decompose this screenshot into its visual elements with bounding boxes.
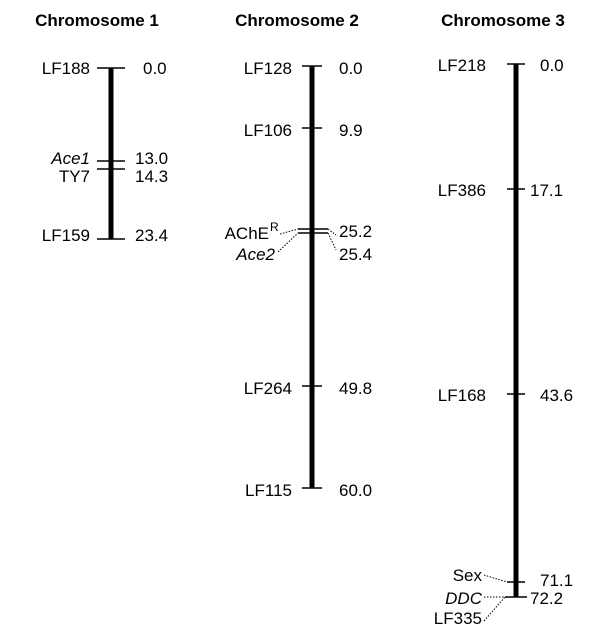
marker-position: 25.2 bbox=[339, 222, 372, 241]
chromosome-1: Chromosome 1 LF188 0.0 Ace1 13.0 TY7 14.… bbox=[35, 11, 168, 245]
chromosome-2: Chromosome 2 LF128 0.0 LF106 9.9 AChE R … bbox=[225, 11, 373, 500]
chromosome-2-title: Chromosome 2 bbox=[235, 11, 359, 30]
marker-name: LF218 bbox=[438, 56, 486, 75]
marker-name: Ace2 bbox=[235, 245, 275, 264]
marker-name: LF386 bbox=[438, 181, 486, 200]
marker-ache-r: AChE R 25.2 bbox=[225, 220, 373, 243]
marker-name: LF264 bbox=[244, 379, 292, 398]
chromosome-3: Chromosome 3 LF218 0.0 LF386 17.1 LF168 … bbox=[434, 11, 573, 627]
marker-position: 49.8 bbox=[339, 379, 372, 398]
marker-lf335: LF335 bbox=[434, 596, 506, 627]
marker-sex: Sex 71.1 bbox=[453, 566, 573, 590]
marker-name: Sex bbox=[453, 566, 483, 585]
marker-lf128: LF128 0.0 bbox=[244, 59, 363, 78]
marker-name: AChE bbox=[225, 224, 269, 243]
marker-lf115: LF115 60.0 bbox=[245, 481, 372, 500]
marker-name: LF128 bbox=[244, 59, 292, 78]
marker-lf386: LF386 17.1 bbox=[438, 181, 563, 200]
marker-lf106: LF106 9.9 bbox=[244, 121, 363, 140]
marker-position: 25.4 bbox=[339, 245, 372, 264]
marker-name: TY7 bbox=[59, 167, 90, 186]
marker-position: 17.1 bbox=[530, 181, 563, 200]
marker-ace1: Ace1 13.0 bbox=[50, 149, 168, 168]
marker-lf168: LF168 43.6 bbox=[438, 386, 573, 405]
marker-position: 60.0 bbox=[339, 481, 372, 500]
marker-lf264: LF264 49.8 bbox=[244, 379, 372, 398]
marker-position: 0.0 bbox=[540, 56, 564, 75]
chromosome-1-title: Chromosome 1 bbox=[35, 11, 159, 30]
marker-name: LF335 bbox=[434, 609, 482, 627]
marker-name: LF115 bbox=[245, 481, 292, 500]
marker-leader-line bbox=[327, 228, 337, 236]
marker-position: 13.0 bbox=[135, 149, 168, 168]
marker-position: 0.0 bbox=[143, 59, 167, 78]
marker-position: 71.1 bbox=[540, 571, 573, 590]
marker-leader-line bbox=[483, 574, 508, 583]
marker-position: 9.9 bbox=[339, 121, 363, 140]
marker-name: Ace1 bbox=[50, 149, 90, 168]
marker-ace2: Ace2 25.4 bbox=[235, 232, 372, 264]
marker-leader-line bbox=[327, 232, 337, 251]
marker-name: DDC bbox=[445, 589, 483, 608]
marker-name: LF168 bbox=[438, 386, 486, 405]
marker-name: LF159 bbox=[42, 226, 90, 245]
marker-ty7: TY7 14.3 bbox=[59, 167, 168, 186]
marker-position: 72.2 bbox=[530, 589, 563, 608]
marker-superscript: R bbox=[270, 220, 279, 234]
marker-leader-line bbox=[277, 232, 299, 253]
marker-position: 0.0 bbox=[339, 59, 363, 78]
marker-lf218: LF218 0.0 bbox=[438, 56, 564, 75]
marker-name: LF106 bbox=[244, 121, 292, 140]
marker-name: LF188 bbox=[42, 59, 90, 78]
marker-position: 23.4 bbox=[135, 226, 168, 245]
chromosome-3-title: Chromosome 3 bbox=[441, 11, 565, 30]
marker-leader-line bbox=[279, 228, 299, 235]
marker-position: 43.6 bbox=[540, 386, 573, 405]
marker-leader-line bbox=[483, 596, 506, 622]
marker-lf188: LF188 0.0 bbox=[42, 59, 167, 78]
marker-position: 14.3 bbox=[135, 167, 168, 186]
marker-ddc: DDC 72.2 bbox=[445, 589, 563, 608]
marker-lf159: LF159 23.4 bbox=[42, 226, 168, 245]
